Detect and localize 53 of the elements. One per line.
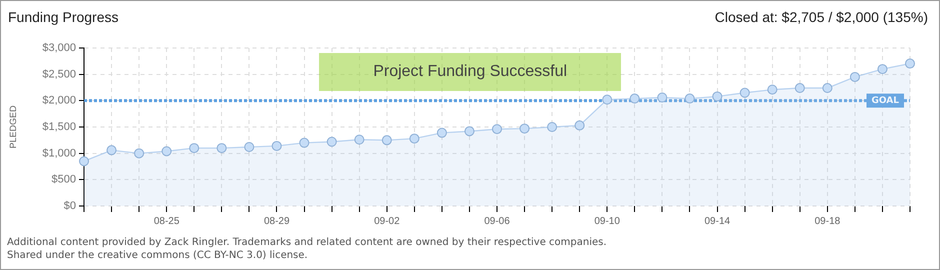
y-tick-label: $0 [64, 200, 76, 212]
y-axis-title: PLEDGED [8, 104, 18, 149]
point [106, 145, 117, 156]
x-tick-label: 09-18 [814, 216, 841, 227]
point [299, 138, 310, 148]
point [574, 120, 585, 130]
y-tick-label: $1,000 [42, 147, 76, 160]
point [244, 142, 254, 152]
point [326, 136, 337, 147]
chart-subtitle: Closed at: $2,705 / $2,000 (135%) [714, 9, 928, 25]
x-tick-label: 09-10 [594, 216, 620, 227]
point [602, 94, 612, 105]
point [877, 64, 888, 74]
y-tick-label: $3,000 [42, 42, 76, 54]
ref-line-label: GOAL [872, 96, 900, 106]
y-tick-label: $1,500 [42, 121, 76, 134]
point [657, 92, 668, 103]
point [216, 143, 227, 154]
point [794, 83, 805, 94]
point [520, 124, 530, 134]
point [547, 122, 558, 132]
x-tick-label: 09-02 [374, 216, 400, 227]
point [822, 83, 832, 94]
chart-title: Funding Progress [8, 9, 119, 25]
point [162, 146, 172, 156]
point [272, 140, 282, 151]
point [189, 143, 200, 154]
text: Additional content provided by Zack Ringler. Trademarks and related content are owned by their respective companies. [7, 236, 607, 249]
annotation: Project Funding Successful [372, 62, 568, 81]
x-tick-label: 08-25 [154, 216, 180, 227]
x-tick-label: 08-29 [264, 216, 290, 227]
point [79, 156, 89, 166]
point [354, 134, 364, 145]
point [712, 91, 722, 102]
point [409, 134, 420, 144]
point [740, 88, 750, 98]
y-tick-label: $2,000 [42, 94, 76, 107]
point [436, 128, 447, 138]
point [905, 58, 915, 69]
text: Shared under the creative commons (CC BY-NC 3.0) license. [7, 249, 309, 262]
point [464, 126, 474, 136]
point [630, 94, 640, 104]
point [382, 135, 392, 146]
x-tick-label: 09-06 [484, 216, 510, 227]
point [134, 148, 144, 158]
point [850, 72, 860, 82]
y-tick-label: $2,500 [42, 68, 76, 80]
point [684, 94, 695, 104]
point [492, 124, 502, 134]
x-tick-label: 09-14 [704, 216, 730, 227]
banner: Project Funding Successful [319, 52, 621, 91]
point [767, 84, 778, 95]
y-tick-label: $500 [52, 174, 76, 186]
